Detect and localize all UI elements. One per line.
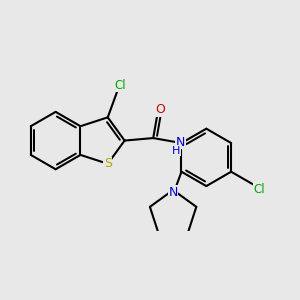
Text: S: S (104, 157, 112, 170)
Text: H: H (172, 146, 180, 156)
Text: Cl: Cl (115, 79, 126, 92)
Text: N: N (168, 186, 178, 199)
Text: Cl: Cl (254, 183, 266, 196)
Text: O: O (155, 103, 165, 116)
Text: N: N (176, 136, 185, 149)
